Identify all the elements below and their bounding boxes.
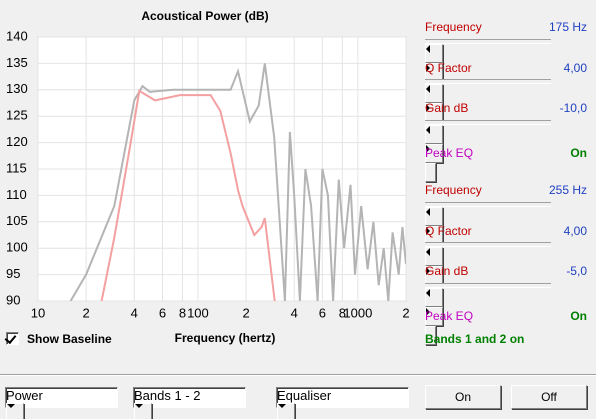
arrow-icon — [426, 267, 430, 275]
y-tick-label: 90 — [6, 292, 20, 307]
arrow-icon — [426, 85, 430, 93]
x-tick-label: 8 — [339, 305, 346, 320]
arrow-icon — [426, 45, 430, 53]
checkbox-label[interactable]: Show Baseline — [27, 332, 112, 346]
y-tick-label: 140 — [6, 28, 28, 43]
checkbox[interactable] — [4, 331, 19, 345]
frequency-label: Frequency — [425, 20, 482, 34]
slider-track — [425, 242, 551, 247]
x-tick-label: 2 — [402, 305, 409, 320]
x-tick-label: 1000 — [343, 305, 372, 320]
frequency-value: 255 Hz — [548, 183, 587, 197]
slider-track — [425, 120, 551, 125]
dropdown-button[interactable] — [6, 403, 24, 419]
slider[interactable] — [425, 39, 587, 101]
button[interactable]: On — [425, 385, 501, 409]
x-axis-label: Frequency (hertz) — [175, 331, 276, 345]
separator — [0, 374, 596, 376]
status-text: Bands 1 and 2 on — [425, 332, 525, 346]
dropdown-text: Power — [6, 388, 43, 403]
dropdown-text: Equaliser — [277, 388, 332, 403]
curve — [69, 63, 406, 301]
slider-track — [425, 79, 551, 84]
arrow-icon — [426, 126, 430, 134]
x-tick-label: 10 — [31, 305, 45, 320]
arrow-icon — [135, 404, 143, 408]
slider-arrow[interactable] — [425, 144, 443, 163]
mode-value: On — [570, 309, 587, 323]
slider-arrow[interactable] — [425, 207, 443, 226]
x-tick-label: 8 — [179, 305, 186, 320]
check-mark — [4, 331, 17, 345]
x-tick-label: 6 — [319, 305, 326, 320]
y-tick-label: 110 — [6, 187, 27, 202]
button[interactable]: Off — [511, 385, 587, 409]
q-label: Q Factor — [425, 224, 472, 238]
slider[interactable] — [425, 283, 587, 345]
dropdown[interactable]: Equaliser — [276, 387, 409, 419]
arrow-icon — [426, 248, 430, 256]
y-tick-label: 115 — [6, 160, 27, 175]
x-tick-label: 2 — [83, 305, 90, 320]
grid — [37, 36, 407, 302]
arrow-icon — [426, 64, 430, 72]
y-tick-label: 120 — [6, 134, 28, 149]
slider-arrow[interactable] — [425, 125, 443, 144]
x-tick-label: 2 — [242, 305, 249, 320]
slider-arrow[interactable] — [425, 44, 443, 63]
slider-arrow[interactable] — [425, 247, 443, 266]
y-tick-label: 95 — [6, 266, 20, 281]
arrow-icon — [426, 308, 430, 316]
y-tick-label: 130 — [6, 81, 28, 96]
gain-label: Gain dB — [425, 264, 469, 278]
arrow-icon — [278, 404, 286, 408]
y-tick-label: 135 — [6, 55, 28, 70]
slider-track — [425, 39, 551, 44]
arrow-icon — [426, 289, 430, 297]
gain-value: -10,0 — [559, 101, 587, 115]
slider-arrow[interactable] — [425, 307, 443, 326]
x-tick-label: 100 — [187, 305, 209, 320]
slider-arrow[interactable] — [425, 288, 443, 307]
slider[interactable] — [425, 120, 587, 182]
arrow-icon — [426, 145, 430, 153]
slider-track — [425, 202, 551, 207]
gain-value: -5,0 — [566, 264, 587, 278]
chart: Acoustical Power (dB) Frequency (hertz) … — [6, 9, 410, 345]
mode-label: Peak EQ — [425, 309, 474, 323]
mode-value: On — [570, 146, 587, 160]
dropdown-text: Bands 1 - 2 — [134, 388, 201, 403]
curve — [100, 89, 276, 301]
dropdown-button[interactable] — [134, 403, 152, 419]
y-tick-label: 100 — [6, 240, 28, 255]
dropdown-button[interactable] — [277, 403, 295, 419]
slider[interactable] — [425, 79, 587, 141]
arrow-icon — [426, 208, 430, 216]
q-value: 4,00 — [563, 61, 587, 75]
q-label: Q Factor — [425, 61, 472, 75]
arrow-icon — [7, 404, 15, 408]
x-tick-label: 4 — [131, 305, 138, 320]
dropdown[interactable]: Bands 1 - 2 — [133, 387, 246, 419]
y-tick-label: 125 — [6, 108, 28, 123]
slider-thumb[interactable] — [425, 163, 436, 182]
slider-track — [425, 283, 551, 288]
x-tick-label: 6 — [159, 305, 166, 320]
y-tick-label: 105 — [6, 213, 28, 228]
q-value: 4,00 — [563, 224, 587, 238]
arrow-icon — [426, 104, 430, 112]
slider[interactable] — [425, 242, 587, 304]
frequency-label: Frequency — [425, 183, 482, 197]
x-tick-label: 4 — [291, 305, 298, 320]
frequency-value: 175 Hz — [548, 20, 587, 34]
gain-label: Gain dB — [425, 101, 469, 115]
dropdown[interactable]: Power — [5, 387, 118, 419]
arrow-icon — [426, 227, 430, 235]
slider-thumb[interactable] — [425, 326, 436, 345]
slider[interactable] — [425, 202, 587, 264]
slider-arrow[interactable] — [425, 84, 443, 103]
chart-title: Acoustical Power (dB) — [141, 9, 268, 23]
mode-label: Peak EQ — [425, 146, 474, 160]
